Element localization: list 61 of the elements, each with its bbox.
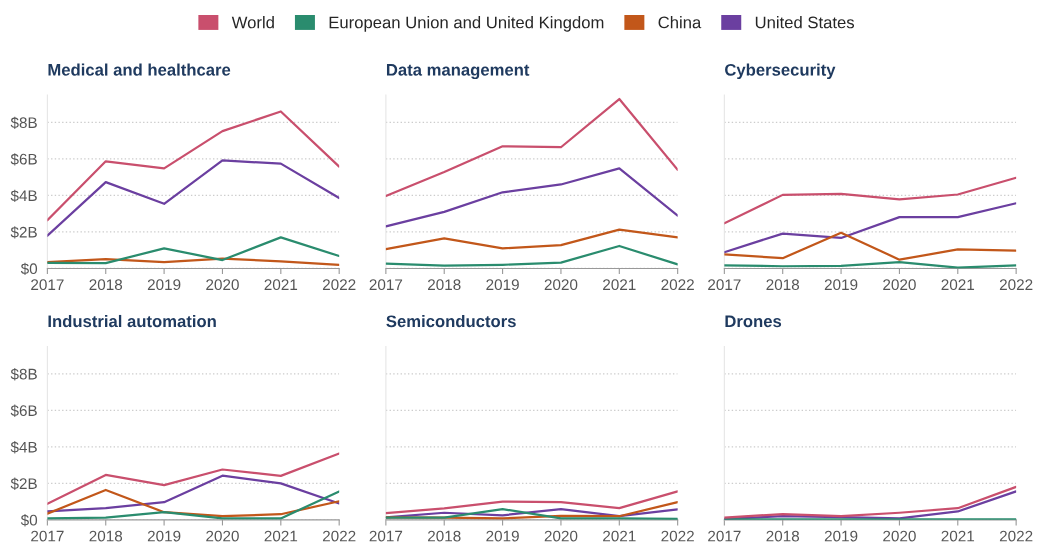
x-tick-label: 2019: [486, 530, 519, 542]
x-tick-label: 2022: [661, 530, 694, 542]
x-tick-label: 2018: [428, 279, 461, 291]
chart-title: Medical and healthcare: [48, 63, 231, 76]
x-tick-label: 2018: [766, 530, 800, 542]
x-tick-label: 2017: [708, 279, 741, 291]
chart-title: Data management: [386, 64, 530, 80]
chart-title: Cybersecurity: [725, 63, 836, 80]
x-tick-label: 2019: [824, 530, 858, 542]
x-tick-label: 2017: [369, 530, 403, 542]
x-tick-label: 2017: [31, 279, 64, 291]
y-tick-label: $6B: [10, 153, 37, 166]
x-tick-label: 2017: [31, 530, 64, 542]
legend-label: World: [231, 16, 274, 29]
y-tick-label: $0: [20, 514, 38, 527]
y-tick-label: $0: [20, 262, 38, 276]
x-tick-label: 2020: [883, 279, 916, 291]
y-tick-label: $8B: [10, 116, 37, 130]
y-tick-label: $2B: [10, 477, 37, 490]
x-tick-label: 2018: [89, 530, 123, 542]
x-tick-label: 2021: [603, 279, 636, 291]
y-tick-label: $6B: [10, 404, 37, 417]
x-tick-label: 2019: [486, 279, 519, 291]
line-series: [47, 110, 340, 222]
x-tick-label: 2017: [708, 530, 741, 542]
x-tick-label: 2022: [322, 530, 356, 542]
x-tick-label: 2022: [322, 279, 356, 291]
x-tick-label: 2018: [89, 279, 123, 291]
x-tick-label: 2020: [206, 279, 239, 291]
legend-label: European Union and United Kingdom: [329, 16, 604, 32]
y-tick-label: $8B: [10, 368, 37, 381]
x-tick-label: 2018: [766, 279, 800, 291]
x-tick-label: 2019: [147, 530, 181, 542]
chart-title: Semiconductors: [386, 314, 516, 328]
chart-title: Industrial automation: [48, 314, 216, 328]
x-tick-label: 2021: [941, 279, 975, 291]
line-series: [47, 159, 340, 237]
x-tick-label: 2019: [824, 279, 858, 291]
x-tick-label: 2017: [369, 279, 403, 291]
x-tick-label: 2019: [147, 279, 181, 291]
x-tick-label: 2020: [544, 530, 578, 542]
legend-label: China: [658, 16, 702, 29]
x-tick-label: 2021: [264, 279, 298, 291]
x-tick-label: 2020: [883, 530, 916, 542]
line-series: [47, 474, 340, 513]
x-tick-label: 2018: [428, 530, 461, 542]
y-tick-label: $4B: [10, 441, 37, 454]
x-tick-label: 2021: [941, 530, 975, 542]
legend-label: United States: [755, 16, 855, 29]
x-tick-label: 2022: [999, 530, 1033, 542]
x-tick-label: 2020: [544, 279, 578, 291]
line-series: [47, 452, 340, 505]
x-tick-label: 2020: [206, 530, 239, 542]
chart-title: Drones: [725, 315, 782, 328]
y-tick-label: $2B: [10, 226, 37, 239]
line-series: [47, 236, 340, 265]
x-tick-label: 2021: [603, 530, 636, 542]
x-tick-label: 2021: [264, 530, 298, 542]
x-tick-label: 2022: [999, 279, 1033, 291]
y-tick-label: $4B: [10, 189, 37, 203]
x-tick-label: 2022: [661, 279, 694, 291]
